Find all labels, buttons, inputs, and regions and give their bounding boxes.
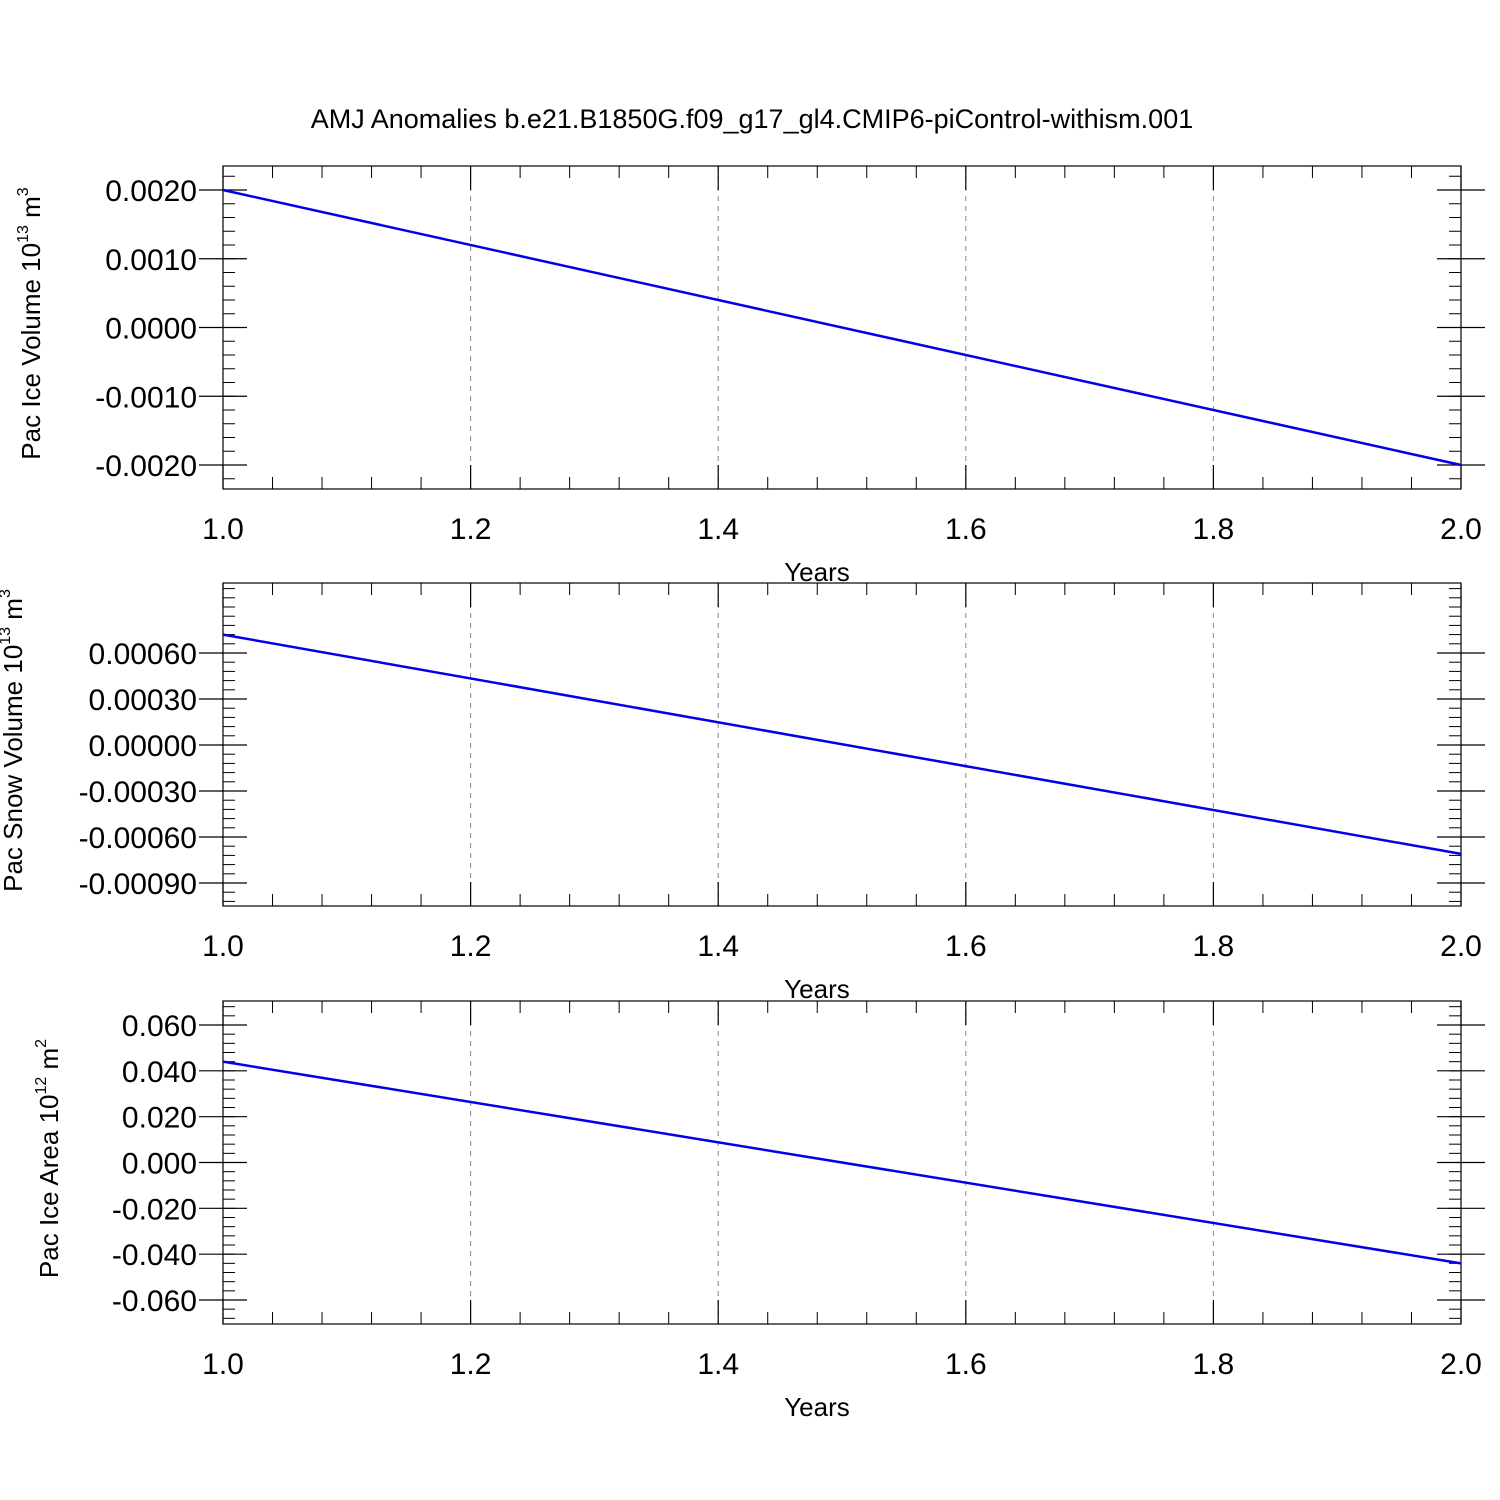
x-tick-label: 1.2 [450, 930, 492, 963]
data-line [222, 1060, 1462, 1265]
chart-panel-3: 1.0 1.2 1.4 1.6 1.8 2.0 0.060 0.040 0.020 0.000 -0… [33, 1000, 1485, 1422]
y-axis-label: Pac Ice Area 1012 m2 [33, 1039, 64, 1278]
y-tick-label: -0.00030 [79, 776, 197, 809]
y-tick-label: 0.00060 [89, 638, 197, 671]
x-tick-label: 1.8 [1193, 1348, 1235, 1381]
x-tick-label: 1.2 [450, 1348, 492, 1381]
x-axis-label: Years [784, 557, 850, 587]
y-tick-label: -0.060 [112, 1285, 197, 1318]
y-tick-label: 0.060 [122, 1010, 197, 1043]
x-tick-label: 1.0 [202, 1348, 244, 1381]
data-line [222, 633, 1462, 856]
y-tick-label: 0.0000 [105, 313, 197, 346]
y-tick-label: -0.020 [112, 1193, 197, 1226]
x-axis-label: Years [784, 1392, 850, 1422]
x-tick-label: 1.8 [1193, 513, 1235, 546]
x-tick-label: 2.0 [1440, 1348, 1482, 1381]
x-tick-label: 1.4 [697, 1348, 739, 1381]
y-tick-label: 0.020 [122, 1102, 197, 1135]
y-tick-label: 0.0020 [105, 175, 197, 208]
chart-panel-1: 1.0 1.2 1.4 1.6 1.8 2.0 0.0020 0.0010 0.0000 -0.0… [15, 165, 1485, 587]
y-tick-label: -0.00090 [79, 868, 197, 901]
x-tick-label: 1.8 [1193, 930, 1235, 963]
y-tick-label: 0.000 [122, 1148, 197, 1181]
x-tick-label: 1.0 [202, 930, 244, 963]
x-tick-label: 1.6 [945, 1348, 987, 1381]
x-axis-label: Years [784, 974, 850, 1004]
panels: 1.0 1.2 1.4 1.6 1.8 2.0 0.0020 0.0010 0.0000 -0.0… [0, 165, 1485, 1422]
x-tick-label: 1.4 [697, 513, 739, 546]
x-tick-label: 1.2 [450, 513, 492, 546]
x-tick-label: 1.6 [945, 930, 987, 963]
y-tick-label: 0.00030 [89, 684, 197, 717]
y-tick-label: -0.0020 [95, 450, 197, 483]
x-tick-label: 1.0 [202, 513, 244, 546]
y-axis-label: Pac Snow Volume 1013 m3 [0, 589, 28, 892]
y-tick-label: -0.00060 [79, 822, 197, 855]
x-tick-label: 1.6 [945, 513, 987, 546]
y-tick-label: -0.040 [112, 1239, 197, 1272]
figure-title: AMJ Anomalies b.e21.B1850G.f09_g17_gl4.C… [311, 104, 1193, 134]
y-axis-label: Pac Ice Volume 1013 m3 [15, 187, 46, 460]
y-tick-label: 0.0010 [105, 244, 197, 277]
x-tick-label: 1.4 [697, 930, 739, 963]
data-line [222, 188, 1462, 467]
x-tick-label: 2.0 [1440, 513, 1482, 546]
y-tick-label: 0.040 [122, 1056, 197, 1089]
y-tick-label: 0.00000 [89, 730, 197, 763]
x-tick-label: 2.0 [1440, 930, 1482, 963]
chart-panel-2: 1.0 1.2 1.4 1.6 1.8 2.0 0.00060 0.00030 0.00000 -… [0, 582, 1485, 1004]
y-tick-label: -0.0010 [95, 381, 197, 414]
